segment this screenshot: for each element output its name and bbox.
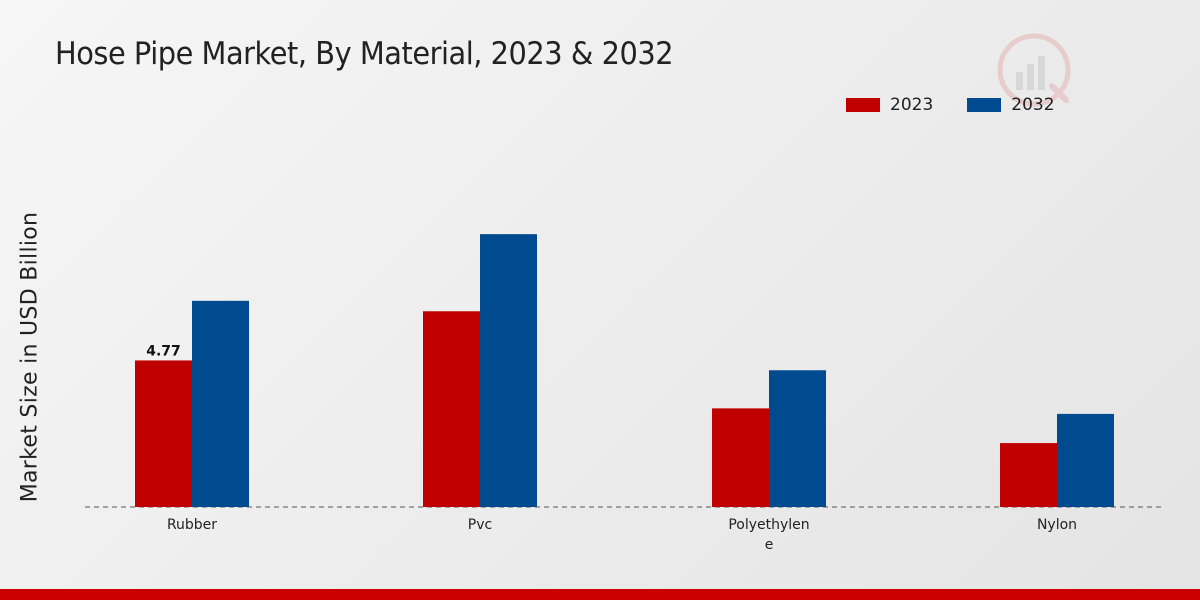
bar-2023-nylon	[1000, 443, 1057, 507]
chart-title: Hose Pipe Market, By Material, 2023 & 20…	[55, 36, 674, 72]
x-tick-label: Rubber	[167, 517, 217, 533]
x-tick-label: Polyethylen	[728, 517, 809, 533]
watermark-logo-icon	[994, 30, 1074, 110]
data-label: 4.77	[146, 343, 181, 359]
legend-swatch-2023	[846, 98, 880, 112]
legend-label-2032: 2032	[1011, 95, 1055, 115]
x-tick-label: e	[765, 537, 774, 553]
legend-item-2023: 2023	[846, 95, 933, 115]
x-tick-label: Pvc	[468, 517, 492, 533]
legend-label-2023: 2023	[890, 95, 934, 115]
bar-2032-pvc	[480, 234, 537, 507]
legend-item-2032: 2032	[967, 95, 1055, 115]
legend-swatch-2032	[967, 98, 1002, 112]
bar-2023-rubber	[135, 360, 192, 507]
chart-legend: 2023 2032	[846, 95, 1089, 115]
bar-2032-polyethylene	[769, 370, 826, 507]
bar-2023-polyethylene	[712, 408, 769, 507]
bar-2023-pvc	[423, 311, 480, 507]
x-tick-label: Nylon	[1037, 517, 1077, 533]
bottom-accent-bar	[0, 589, 1200, 600]
bar-2032-rubber	[192, 300, 249, 507]
bar-2032-nylon	[1057, 413, 1114, 507]
